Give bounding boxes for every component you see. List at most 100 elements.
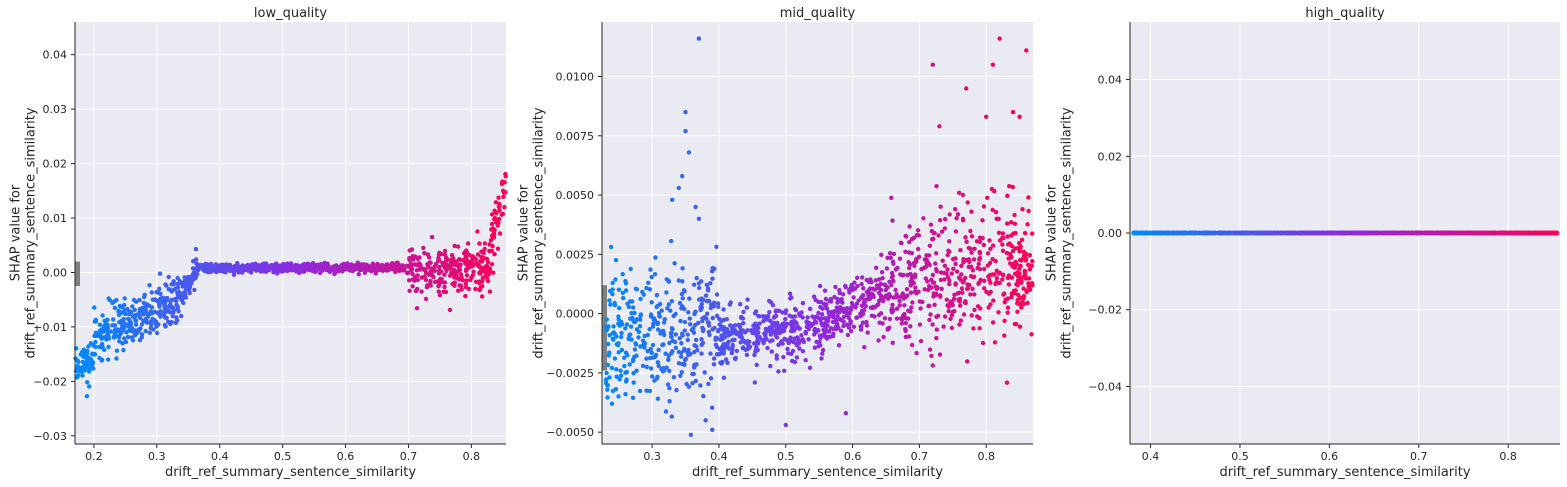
scatter-point: [657, 301, 663, 307]
scatter-point: [1000, 277, 1005, 282]
scatter-point: [610, 336, 616, 341]
scatter-point: [751, 341, 757, 346]
scatter-point: [853, 305, 858, 310]
scatter-point: [934, 184, 939, 189]
scatter-point: [840, 292, 846, 297]
scatter-point: [605, 387, 610, 392]
scatter-point: [97, 322, 103, 327]
scatter-point: [409, 247, 415, 252]
scatter-point: [670, 349, 675, 354]
scatter-point: [733, 356, 738, 362]
scatter-point: [859, 295, 864, 300]
scatter-point: [977, 326, 982, 331]
scatter-point: [669, 414, 674, 419]
scatter-point: [835, 313, 840, 319]
scatter-point: [953, 281, 958, 286]
scatter-point: [899, 321, 904, 326]
scatter-point: [876, 338, 881, 343]
scatter-point: [949, 271, 954, 276]
scatter-point: [661, 328, 666, 334]
scatter-point: [745, 346, 750, 352]
scatter-point: [709, 302, 714, 307]
scatter-point: [693, 322, 698, 328]
scatter-point: [761, 318, 766, 324]
scatter-point: [620, 290, 625, 295]
scatter-point: [1020, 207, 1025, 212]
scatter-point: [1013, 321, 1019, 327]
scatter-point: [1526, 230, 1531, 236]
scatter-point: [822, 330, 828, 335]
scatter-point: [862, 345, 867, 350]
scatter-point: [1322, 230, 1327, 236]
scatter-point: [460, 257, 466, 263]
scatter-point: [1212, 230, 1218, 236]
scatter-point: [752, 380, 757, 385]
scatter-point: [1198, 230, 1203, 236]
scatter-point: [436, 289, 441, 294]
scatter-point: [928, 312, 933, 317]
scatter-point: [617, 305, 622, 311]
scatter-point: [1005, 275, 1011, 281]
scatter-point: [861, 286, 866, 291]
scatter-point: [965, 282, 970, 287]
scatter-point: [740, 346, 745, 351]
scatter-point: [838, 299, 843, 304]
scatter-point: [114, 356, 119, 361]
scatter-point: [433, 261, 439, 267]
scatter-point: [855, 283, 860, 289]
scatter-points: [1131, 230, 1560, 236]
scatter-point: [785, 346, 790, 352]
y-tick-label: −0.0025: [546, 367, 594, 380]
scatter-point: [864, 319, 869, 325]
scatter-point: [818, 343, 823, 348]
scatter-point: [725, 342, 730, 348]
scatter-point: [1009, 220, 1014, 225]
scatter-point: [851, 295, 856, 300]
scatter-point: [147, 330, 152, 335]
scatter-point: [981, 204, 987, 209]
scatter-point: [792, 336, 797, 341]
scatter-point: [158, 291, 163, 297]
scatter-point: [756, 340, 761, 345]
scatter-point: [856, 298, 861, 303]
scatter-point: [187, 283, 193, 288]
y-tick-label: −0.02: [1088, 304, 1122, 317]
scatter-point: [655, 360, 661, 365]
scatter-point: [638, 344, 643, 349]
scatter-point: [964, 239, 969, 244]
scatter-point: [954, 216, 959, 221]
scatter-point: [791, 321, 796, 326]
scatter-point: [283, 263, 288, 269]
scatter-point: [916, 246, 921, 252]
scatter-point: [1344, 230, 1350, 236]
scatter-point: [650, 374, 655, 379]
scatter-point: [908, 290, 914, 295]
scatter-point: [947, 212, 952, 217]
scatter-point: [617, 377, 622, 382]
scatter-point: [116, 334, 122, 340]
scatter-point: [970, 286, 975, 291]
scatter-point: [631, 380, 636, 385]
scatter-point: [302, 268, 308, 273]
scatter-point: [987, 238, 992, 243]
scatter-point: [708, 351, 713, 356]
scatter-point: [394, 266, 399, 271]
scatter-point: [848, 328, 854, 334]
scatter-point: [845, 312, 850, 318]
scatter-point: [1022, 268, 1027, 274]
scatter-point: [1267, 230, 1273, 236]
scatter-point: [768, 319, 773, 324]
scatter-point: [907, 239, 912, 245]
scatter-point: [744, 352, 750, 357]
scatter-point: [683, 109, 688, 115]
x-tick-label: 0.8: [977, 450, 995, 463]
scatter-point: [935, 285, 940, 290]
scatter-point: [871, 304, 876, 310]
scatter-point: [99, 357, 105, 362]
scatter-point: [363, 265, 368, 270]
scatter-point: [938, 277, 944, 283]
scatter-point: [745, 297, 750, 302]
scatter-point: [477, 265, 483, 270]
scatter-point: [734, 348, 740, 354]
scatter-point: [714, 292, 720, 297]
